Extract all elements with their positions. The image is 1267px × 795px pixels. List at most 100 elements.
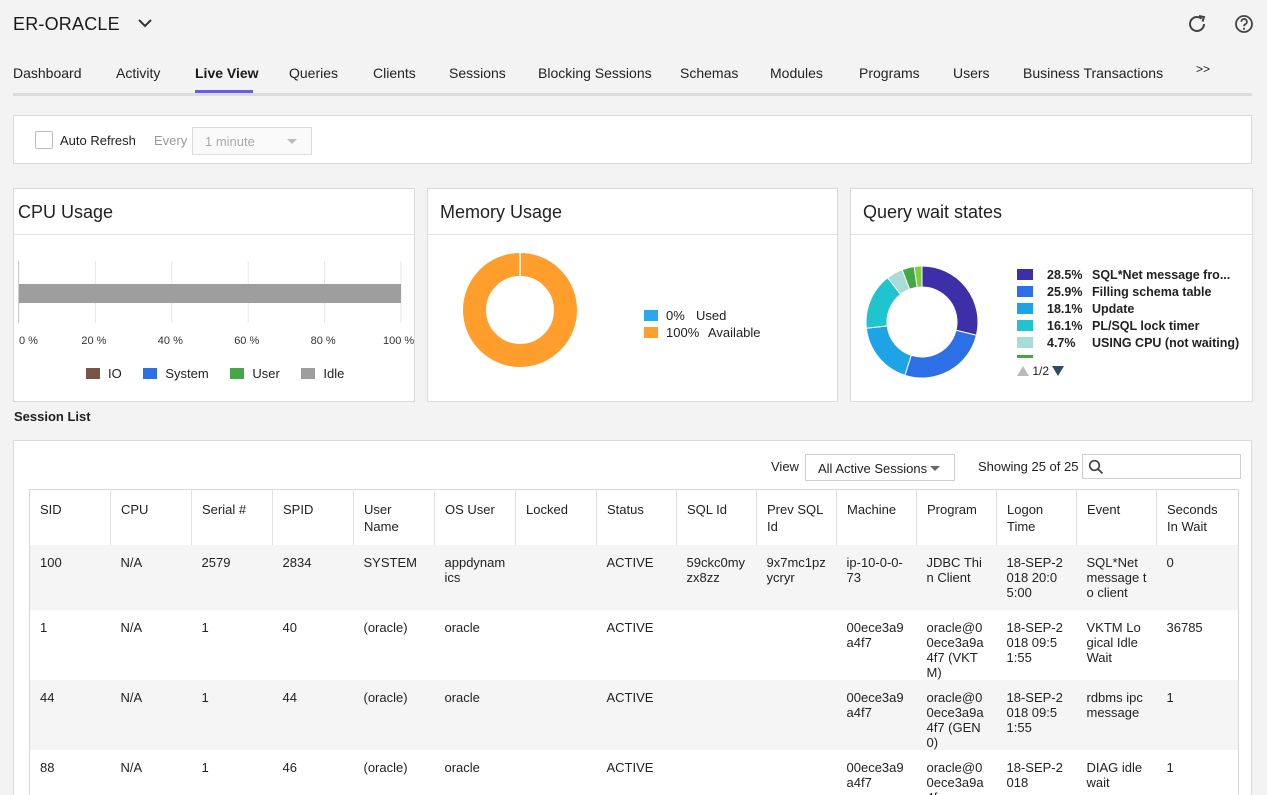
table-cell: 2834: [282, 554, 312, 570]
table-cell: 88: [40, 759, 55, 775]
cpu-legend-item-system: System: [143, 366, 209, 381]
column-header[interactable]: Logon Time: [996, 489, 1077, 545]
chevron-down-icon[interactable]: [136, 14, 154, 32]
table-cell: 18-SEP-2018: [1006, 759, 1063, 790]
legend-pct: 25.9%: [1047, 285, 1083, 299]
column-header[interactable]: User Name: [353, 489, 435, 545]
table-cell: ACTIVE: [606, 619, 654, 635]
refresh-interval-select[interactable]: 1 minute: [192, 127, 312, 155]
column-header[interactable]: SID: [29, 489, 111, 545]
pager-label: 1/2: [1032, 364, 1050, 378]
table-cell: VKTM Logical Idle Wait: [1086, 619, 1141, 665]
tab-sessions[interactable]: Sessions: [449, 65, 506, 81]
column-header[interactable]: Machine: [836, 489, 917, 545]
table-cell: appdynamics: [444, 554, 506, 585]
table-cell: (oracle): [363, 759, 408, 775]
cpu-tick-label: 40 %: [158, 335, 183, 347]
cpu-legend: IO System User Idle: [86, 366, 344, 381]
table-row[interactable]: 100 N/A 2579 2834 SYSTEM appdynamics ACTIVE 59c…: [29, 544, 1239, 610]
help-icon[interactable]: [1233, 13, 1255, 35]
column-header[interactable]: SPID: [272, 489, 354, 545]
table-cell: N/A: [120, 554, 143, 570]
wait-states-donut-chart: [865, 265, 979, 379]
legend-label: SQL*Net message fro...: [1092, 268, 1231, 282]
session-list-heading: Session List: [14, 409, 91, 424]
tab-more[interactable]: >>: [1196, 62, 1211, 76]
column-header[interactable]: Serial #: [191, 489, 273, 545]
cpu-axis: [18, 261, 19, 323]
wait-states-panel-title: Query wait states: [863, 202, 1003, 222]
wait-states-legend-list: 28.5% SQL*Net message fro... 25.9% Filling …: [1017, 268, 1252, 358]
table-cell: 18-SEP-2018 09:51:55: [1006, 619, 1063, 665]
table-cell: [677, 610, 757, 680]
pager-up-icon[interactable]: [1017, 366, 1029, 376]
column-header[interactable]: Event: [1076, 489, 1157, 545]
table-cell: 40: [282, 619, 297, 635]
table-cell: 46: [282, 759, 297, 775]
column-header[interactable]: Locked: [515, 489, 597, 545]
tab-users[interactable]: Users: [953, 65, 990, 81]
active-tab-indicator: [195, 90, 253, 93]
table-row[interactable]: 1 N/A 1 40 (oracle) oracle ACTIVE 00ece3a9a4f7 o…: [29, 609, 1239, 680]
legend-label: IO: [108, 366, 122, 381]
tab-clients[interactable]: Clients: [373, 65, 416, 81]
wait-legend-item: 4.7% USING CPU (not waiting): [1017, 336, 1252, 353]
column-header[interactable]: Program: [916, 489, 997, 545]
column-header[interactable]: CPU: [110, 489, 192, 545]
legend-pct: 18.1%: [1047, 302, 1083, 316]
caret-down-icon: [930, 466, 940, 471]
caret-down-icon: [287, 139, 297, 144]
tab-activity[interactable]: Activity: [116, 65, 161, 81]
cpu-tick-label: 60 %: [234, 335, 259, 347]
cpu-usage-chart: 0 % 20 % 40 % 60 % 80 % 100 %: [18, 261, 414, 347]
table-cell: 18-SEP-2018 20:05:00: [1006, 554, 1063, 600]
table-cell: SYSTEM: [363, 554, 417, 570]
tab-queries[interactable]: Queries: [289, 65, 339, 81]
table-header-row: SID CPU Serial # SPID User Name OS User Locked…: [29, 489, 1239, 545]
table-cell: [757, 610, 837, 680]
auto-refresh-checkbox[interactable]: [35, 131, 53, 149]
table-cell: 59ckc0myzx8zz: [686, 554, 746, 585]
tab-live-view[interactable]: Live View: [195, 65, 259, 81]
cpu-legend-item-user: User: [230, 366, 280, 381]
table-cell: 18-SEP-2018 09:51:55: [1006, 689, 1063, 735]
tab-dashboard[interactable]: Dashboard: [13, 65, 82, 81]
table-cell: 00ece3a9a4f7: [846, 759, 904, 790]
legend-swatch: [644, 327, 658, 338]
cpu-usage-panel: CPU Usage 0 % 20 % 40 % 60 % 80 % 100 % IO Sy…: [13, 188, 415, 402]
column-header[interactable]: Status: [596, 489, 677, 545]
cpu-legend-item-io: IO: [86, 366, 122, 381]
table-cell: 1: [201, 689, 209, 705]
table-cell: oracle: [444, 619, 480, 635]
table-cell: 00ece3a9a4f7: [846, 689, 904, 720]
table-cell: [516, 750, 597, 795]
refresh-toolbar: Auto Refresh Every 1 minute: [13, 115, 1252, 164]
refresh-icon[interactable]: [1186, 13, 1208, 35]
refresh-interval-value: 1 minute: [205, 134, 255, 149]
table-cell: [516, 610, 597, 680]
column-header[interactable]: Seconds In Wait: [1167, 502, 1218, 534]
table-cell: oracle@00ece3a9a4f7 (VKTM): [926, 619, 984, 680]
wait-legend-item-partial: [1017, 353, 1252, 358]
column-header[interactable]: OS User: [434, 489, 516, 545]
column-header[interactable]: Prev SQL Id: [756, 489, 837, 545]
pager-down-icon[interactable]: [1052, 366, 1065, 376]
session-table: SID CPU Serial # SPID User Name OS User Locked…: [29, 489, 1239, 795]
session-search-input[interactable]: [1109, 457, 1237, 476]
tab-business-transactions[interactable]: Business Transactions: [1023, 65, 1164, 81]
table-cell: oracle@00ece3a9a4f: [926, 759, 984, 795]
tab-modules[interactable]: Modules: [770, 65, 823, 81]
column-header[interactable]: SQL Id: [676, 489, 757, 545]
table-cell: [677, 680, 757, 750]
tab-schemas[interactable]: Schemas: [680, 65, 739, 81]
tab-programs[interactable]: Programs: [859, 65, 920, 81]
cpu-bar-idle: [19, 284, 401, 303]
session-view-select[interactable]: All Active Sessions: [805, 454, 955, 481]
table-row[interactable]: 44 N/A 1 44 (oracle) oracle ACTIVE 00ece3a9a4f7…: [29, 679, 1239, 750]
legend-swatch: [230, 368, 245, 379]
tab-blocking-sessions[interactable]: Blocking Sessions: [538, 65, 652, 81]
table-cell: [757, 680, 837, 750]
table-row[interactable]: 88 N/A 1 46 (oracle) oracle ACTIVE 00ece3a9a4f7…: [29, 749, 1239, 795]
table-cell: (oracle): [363, 689, 408, 705]
legend-swatch: [1017, 269, 1033, 280]
